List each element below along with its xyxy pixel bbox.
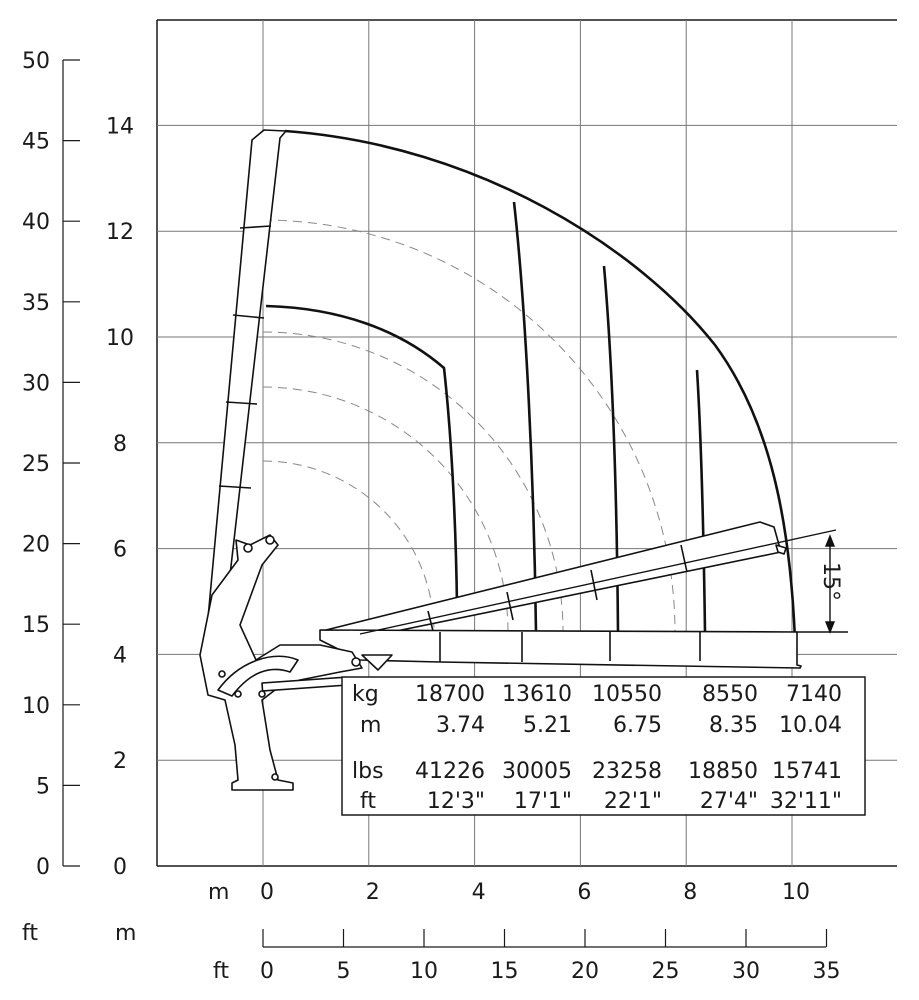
reach-line-8.35m — [695, 369, 707, 633]
load-table-cell-ft: 27'4" — [700, 789, 758, 814]
load-table-cell-kg: 18700 — [415, 682, 485, 707]
left-scale-unit-m: m — [115, 921, 136, 946]
height-axis-m-label: 0 — [113, 855, 127, 880]
inner-envelope-curve — [265, 304, 459, 607]
left-ft-tick-label: 40 — [22, 210, 50, 235]
height-axis-m-labels: 0 2 4 6 8 10 12 14 — [106, 114, 134, 880]
load-table-cell-kg: 7140 — [786, 682, 842, 707]
load-table-cell-kg: 8550 — [702, 682, 758, 707]
bottom-ft-unit: ft — [213, 959, 229, 984]
left-ft-tick-label: 5 — [36, 774, 50, 799]
bottom-m-tick-label: 10 — [782, 880, 810, 905]
bottom-m-tick-label: 4 — [472, 880, 486, 905]
left-ft-tick-label: 45 — [22, 130, 50, 155]
load-table-cell-ft: 32'11" — [770, 789, 842, 814]
load-table-lbs-label: lbs — [352, 759, 384, 784]
crane-link-arm — [217, 655, 299, 697]
left-ft-tick-label: 25 — [22, 452, 50, 477]
left-ft-tick-label: 30 — [22, 371, 50, 396]
bottom-m-tick-label: 8 — [683, 880, 697, 905]
angle-annotation — [359, 529, 848, 635]
outer-envelope-curve — [284, 129, 797, 641]
load-table-cell-m: 10.04 — [779, 713, 842, 738]
bottom-m-tick-label: 2 — [366, 880, 380, 905]
load-table-kg-label: kg — [352, 682, 379, 707]
left-ft-tick-label: 0 — [36, 855, 50, 880]
bottom-m-axis: m 0 2 4 6 8 10 — [208, 880, 810, 905]
left-scale-unit-ft: ft — [22, 921, 38, 946]
load-table-cell-m: 6.75 — [613, 713, 662, 738]
left-ft-tick-label: 35 — [22, 291, 50, 316]
left-ft-tick-label: 50 — [22, 49, 50, 74]
load-table-cell-lbs: 15741 — [772, 759, 842, 784]
left-ft-scale-ticks: 0 5 10 15 20 25 30 35 40 45 50 — [22, 49, 80, 880]
height-axis-m-label: 8 — [113, 432, 127, 457]
height-axis-m-label: 14 — [106, 114, 134, 139]
height-axis-m-label: 2 — [113, 749, 127, 774]
bottom-ft-tick-label: 5 — [337, 959, 351, 984]
load-table-cell-lbs: 41226 — [415, 759, 485, 784]
left-ft-tick-label: 15 — [22, 613, 50, 638]
load-table-cell-ft: 22'1" — [604, 789, 662, 814]
boom-tip-hook — [775, 544, 787, 555]
load-table-box — [341, 676, 866, 816]
bottom-ft-tick-label: 10 — [410, 959, 438, 984]
height-axis-m-label: 10 — [106, 326, 134, 351]
reach-line-5m — [512, 201, 538, 633]
bottom-ft-tick-label: 20 — [571, 959, 599, 984]
left-ft-tick-label: 10 — [22, 694, 50, 719]
height-axis-m-label: 6 — [113, 538, 127, 563]
bottom-m-tick-label: 6 — [577, 880, 591, 905]
load-table-ft-label: ft — [360, 789, 376, 814]
bottom-ft-tick-label: 30 — [732, 959, 760, 984]
bottom-ft-tick-label: 25 — [652, 959, 680, 984]
dashed-radius-arc — [262, 460, 435, 633]
load-table-cell-kg: 13610 — [502, 682, 572, 707]
dashed-radius-arc — [262, 219, 676, 633]
load-table-values: 18700 13610 10550 8550 7140 3.74 5.21 6.75 8.35 1… — [415, 682, 842, 814]
load-table-cell-ft: 17'1" — [514, 789, 572, 814]
crane-illustration — [199, 129, 802, 791]
load-table-cell-lbs: 30005 — [502, 759, 572, 784]
bottom-ft-tick-label: 15 — [491, 959, 519, 984]
dashed-radius-arcs — [262, 219, 676, 633]
angle-label: 15° — [818, 562, 843, 601]
load-table-m-label: m — [360, 713, 381, 738]
bottom-ft-scale-ticks: 0 5 10 15 20 25 30 35 — [260, 929, 841, 984]
bottom-ft-scale: 0 5 10 15 20 25 30 35 ft — [213, 929, 841, 984]
height-axis-m-label: 12 — [106, 220, 134, 245]
load-table-cell-ft: 12'3" — [427, 789, 485, 814]
load-table-cell-m: 8.35 — [709, 713, 758, 738]
bottom-ft-tick-label: 35 — [813, 959, 841, 984]
height-axis-m-label: 4 — [113, 643, 127, 668]
bottom-m-tick-labels: 0 2 4 6 8 10 — [260, 880, 810, 905]
horizontal-boom — [319, 629, 802, 669]
load-table-cell-lbs: 23258 — [592, 759, 662, 784]
bottom-ft-tick-label: 0 — [260, 959, 274, 984]
load-table: kg m lbs ft 18700 13610 10550 8550 7140 3.74 5… — [341, 676, 866, 816]
load-table-cell-lbs: 18850 — [688, 759, 758, 784]
left-ft-tick-label: 20 — [22, 533, 50, 558]
luffed-boom-15deg — [321, 521, 782, 641]
load-table-cell-kg: 10550 — [592, 682, 662, 707]
boom-head-bracket — [361, 654, 393, 671]
load-table-cell-m: 5.21 — [523, 713, 572, 738]
load-table-cell-m: 3.74 — [436, 713, 485, 738]
bottom-m-unit: m — [208, 880, 229, 905]
bottom-m-tick-label: 0 — [260, 880, 274, 905]
